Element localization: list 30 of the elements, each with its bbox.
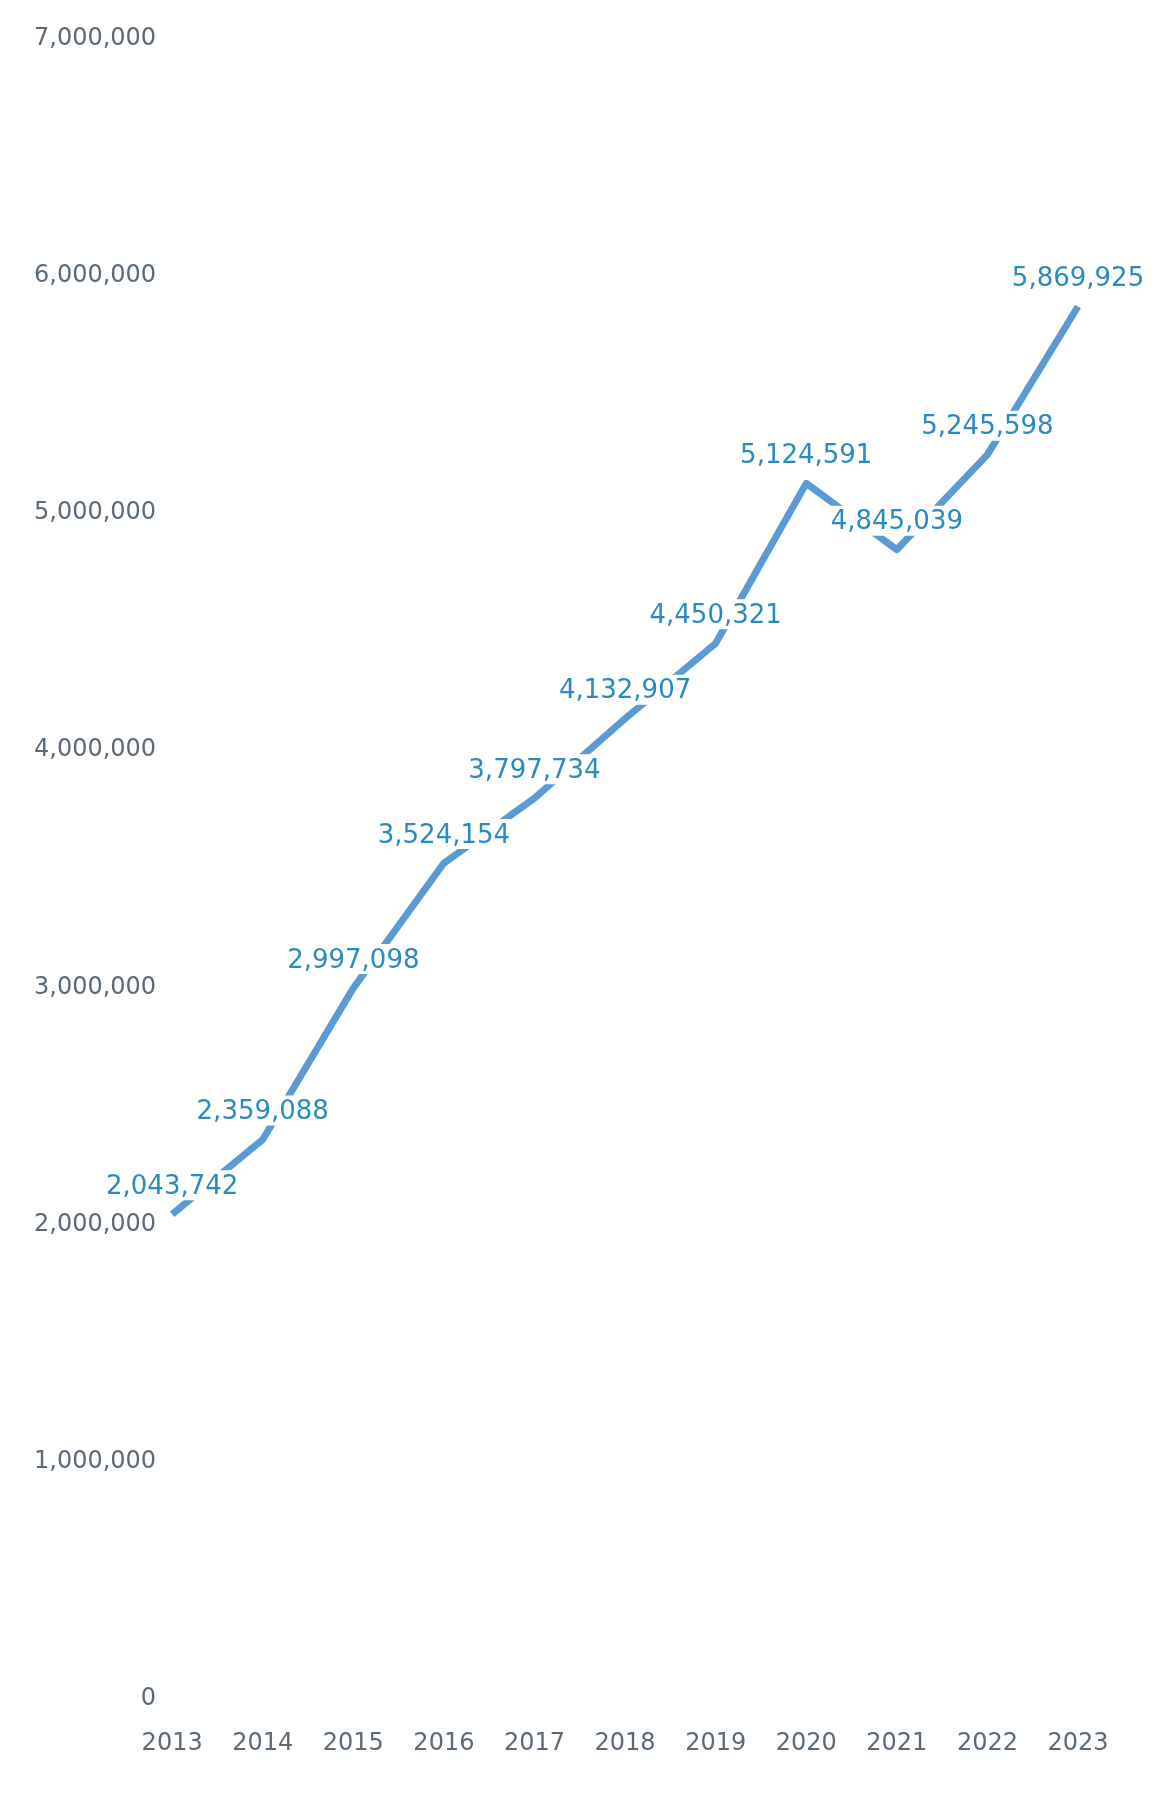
y-tick-label: 5,000,000 — [33, 497, 157, 526]
x-tick-label: 2021 — [866, 1727, 928, 1756]
x-tick-label: 2016 — [413, 1727, 475, 1756]
x-tick-label: 2015 — [322, 1727, 384, 1756]
text: 2,043,742 — [105, 1170, 239, 1201]
y-tick-label: 3,000,000 — [33, 971, 157, 1000]
x-tick-label: 2019 — [685, 1727, 747, 1756]
y-tick-label: 4,000,000 — [33, 734, 157, 763]
x-tick-label: 2023 — [1047, 1727, 1109, 1756]
y-tick-label: 1,000,000 — [33, 1446, 157, 1475]
text: 4,845,039 — [830, 505, 963, 536]
y-tick-label: 6,000,000 — [33, 259, 157, 288]
y-tick-label: 7,000,000 — [33, 22, 157, 51]
y-tick-label: 0 — [140, 1683, 157, 1712]
text: 4,450,321 — [649, 599, 782, 630]
text: 5,124,591 — [740, 439, 873, 470]
x-tick-label: 2018 — [594, 1727, 656, 1756]
x-tick-label: 2020 — [775, 1727, 837, 1756]
text: 3,797,734 — [468, 753, 601, 784]
text: 2,997,098 — [287, 943, 420, 974]
x-tick-label: 2013 — [141, 1727, 203, 1756]
text: 3,524,154 — [377, 818, 511, 849]
x-tick-label: 2017 — [503, 1727, 566, 1756]
y-tick-label: 2,000,000 — [33, 1208, 157, 1237]
x-tick-label: 2022 — [956, 1727, 1018, 1756]
text: 5,245,598 — [921, 410, 1054, 441]
text: 2,359,088 — [196, 1095, 329, 1126]
text: 4,132,907 — [558, 674, 692, 705]
text: 5,869,925 — [1011, 262, 1145, 293]
x-tick-label: 2014 — [232, 1727, 294, 1756]
